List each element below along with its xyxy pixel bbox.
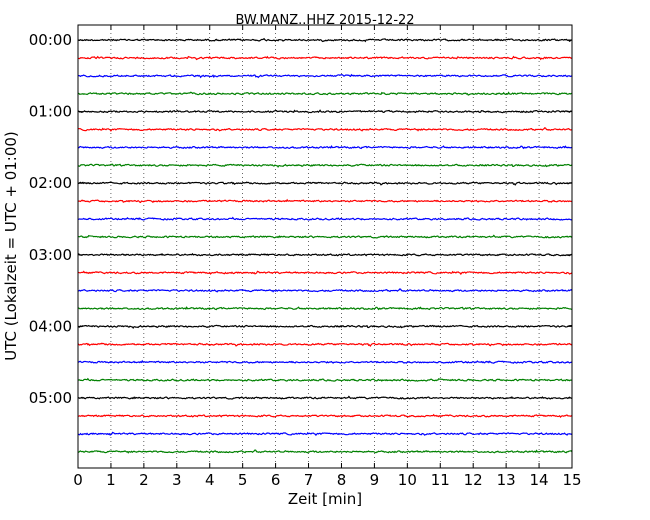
x-tick-label: 1 bbox=[106, 471, 116, 489]
x-tick-label: 9 bbox=[370, 471, 380, 489]
trace-0500 bbox=[77, 395, 573, 400]
x-tick-label: 7 bbox=[304, 471, 314, 489]
x-tick-label: 4 bbox=[205, 471, 215, 489]
x-tick-label: 0 bbox=[73, 471, 83, 489]
trace-0530 bbox=[77, 431, 573, 437]
plot-frame bbox=[77, 24, 573, 469]
trace-0430 bbox=[77, 359, 573, 364]
trace-0100 bbox=[77, 109, 573, 114]
x-tick-label: 15 bbox=[562, 471, 581, 489]
trace-0545 bbox=[77, 449, 573, 454]
trace-0215 bbox=[77, 198, 573, 204]
seismogram-traces bbox=[77, 37, 573, 454]
x-tick-label: 10 bbox=[398, 471, 417, 489]
trace-0445 bbox=[77, 377, 573, 382]
y-tick-label: 05:00 bbox=[29, 389, 72, 407]
trace-0400 bbox=[77, 324, 573, 330]
grid-lines bbox=[110, 25, 540, 468]
trace-0115 bbox=[77, 127, 573, 132]
y-tick-label: 04:00 bbox=[29, 317, 72, 335]
trace-0145 bbox=[77, 163, 573, 168]
trace-0130 bbox=[77, 145, 573, 150]
chart-title: BW.MANZ..HHZ 2015-12-22 bbox=[235, 13, 414, 28]
x-tick-label: 8 bbox=[337, 471, 347, 489]
trace-0245 bbox=[77, 234, 573, 239]
trace-0015 bbox=[77, 55, 573, 61]
trace-0200 bbox=[77, 181, 573, 186]
trace-0230 bbox=[77, 216, 573, 221]
trace-0030 bbox=[77, 73, 573, 79]
x-axis-label: Zeit [min] bbox=[288, 490, 362, 508]
x-tick-label: 2 bbox=[139, 471, 149, 489]
trace-0415 bbox=[77, 342, 573, 347]
y-tick-label: 01:00 bbox=[29, 103, 72, 121]
x-tick-label: 5 bbox=[238, 471, 248, 489]
trace-0315 bbox=[77, 270, 573, 276]
trace-0515 bbox=[77, 413, 573, 419]
x-tick-label: 12 bbox=[464, 471, 483, 489]
y-tick-label: 03:00 bbox=[29, 246, 72, 264]
x-tick-label: 13 bbox=[497, 471, 516, 489]
y-tick-label: 02:00 bbox=[29, 174, 72, 192]
trace-0330 bbox=[77, 288, 573, 293]
x-tick-label: 11 bbox=[431, 471, 450, 489]
y-axis-ticks: 00:00 01:00 02:00 03:00 04:00 05:00 bbox=[29, 31, 572, 407]
trace-0045 bbox=[77, 91, 573, 96]
trace-0300 bbox=[77, 252, 573, 257]
trace-0000 bbox=[77, 37, 573, 43]
trace-0345 bbox=[77, 306, 573, 311]
x-tick-label: 3 bbox=[172, 471, 182, 489]
x-tick-label: 6 bbox=[271, 471, 281, 489]
y-tick-label: 00:00 bbox=[29, 31, 72, 49]
x-axis-ticks: 0 1 2 3 4 5 6 7 8 9 10 11 12 13 14 15 bbox=[73, 25, 582, 489]
x-tick-label: 14 bbox=[530, 471, 549, 489]
y-axis-label: UTC (Lokalzeit = UTC + 01:00) bbox=[2, 131, 20, 361]
